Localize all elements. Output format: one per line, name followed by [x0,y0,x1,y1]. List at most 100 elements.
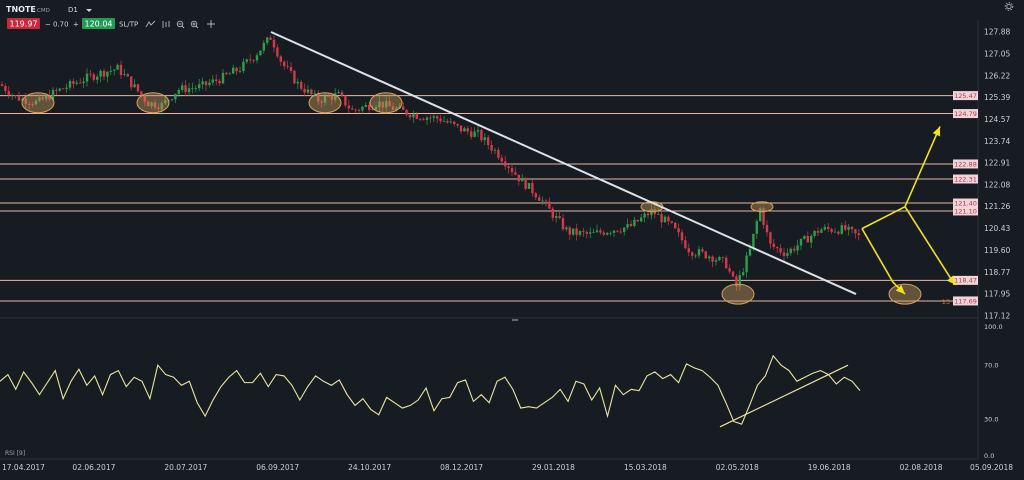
timeframe-label[interactable]: D1 [68,6,78,14]
candle-body [459,125,463,132]
candle-body [504,161,507,167]
candle-body [718,257,721,261]
candle-body [820,229,823,233]
candle-body [119,64,123,76]
candle-body [106,71,109,77]
candle-body [823,226,826,230]
candle-body [544,200,548,202]
zoom-out-icon[interactable] [176,20,185,29]
candle-body [772,243,775,248]
sltp-button[interactable]: SL/TP [119,21,138,29]
candle-body [762,208,765,225]
candle-body [446,121,449,123]
rsi-tick-label: 30.0 [984,415,998,423]
candle-body [490,144,493,151]
buy-button[interactable] [82,18,115,29]
candle-body [684,240,687,249]
candle-body [619,231,622,233]
candle-body [731,271,735,277]
candle-body [215,79,218,82]
candle-body [313,93,316,95]
time-tick-label: 05.09.2018 [970,463,1013,472]
candle-body [687,248,690,253]
candle-body [510,168,514,173]
candle-body [232,67,235,74]
price-tick-label: 122.08 [984,181,1010,190]
candle-body [578,231,582,235]
candle-body [238,70,242,72]
candle-body [725,257,728,269]
highlight-circles [21,92,922,305]
symbol-label[interactable]: TNOTE [6,5,36,14]
candle-body [58,88,61,91]
panel-resize-handle[interactable] [512,319,518,321]
candle-body [289,66,293,71]
candle-body [303,88,306,93]
candle-body [799,238,803,246]
candle-body [181,85,184,91]
candle-body [286,66,289,67]
candle-body [470,131,473,137]
spread-minus[interactable]: − [45,21,51,29]
forecast-arrows [861,126,957,295]
candle-body [850,226,854,230]
candle-body [317,93,320,102]
candle-body [827,226,830,230]
candle-body [847,226,850,230]
candle-body [82,81,85,84]
forecast-arrowhead [947,275,956,285]
time-tick-label: 29.01.2018 [532,463,575,472]
candle-body [72,81,75,84]
settings-icon[interactable] [1004,2,1014,11]
candle-body [45,95,48,100]
candle-body [41,97,44,100]
candle-body [55,89,58,91]
indicator-icon[interactable] [162,21,170,28]
candle-body [701,249,704,252]
candle-body [306,89,310,93]
crosshair-icon[interactable] [207,20,215,28]
candle-body [276,47,279,57]
candle-body [755,221,758,234]
candle-body [79,82,82,84]
candle-body [62,88,65,90]
candle-body [425,117,429,120]
candle-body [157,107,160,110]
candle-body [453,121,456,124]
sell-button[interactable] [7,18,40,29]
price-tick-label: 124.57 [984,115,1010,124]
candle-body [126,74,129,77]
candle-body [75,82,78,84]
time-tick-label: 08.12.2017 [440,463,483,472]
candle-body [164,100,167,104]
zoom-in-icon[interactable] [190,20,199,29]
candle-body [585,232,588,234]
candle-body [198,84,201,89]
spread-plus[interactable]: + [73,21,79,29]
candle-body [89,73,92,75]
candle-body [735,276,738,287]
candle-body [663,216,667,223]
candle-body [48,95,51,100]
price-tick-label: 127.05 [984,49,1010,58]
line-chart-icon[interactable] [145,20,156,28]
price-tick-label: 117.12 [984,312,1010,321]
candle-body [259,50,262,56]
candle-body [235,67,238,72]
candle-body [759,208,762,222]
chevron-down-icon[interactable] [86,9,92,12]
sell-price: 119.97 [10,20,38,29]
rsi-panel: 100.0 70.0 30.0 0.0 [0,323,1003,460]
candle-body [208,82,211,86]
candle-body [493,149,497,151]
market-label: CMD [37,8,50,14]
price-tick-label: 123.74 [984,137,1010,146]
candle-body [283,61,286,67]
spread-value: 0.70 [53,21,69,29]
candle-body [102,70,106,77]
price-tick-label: 118.77 [984,268,1010,277]
candle-body [677,228,680,233]
candle-body [708,256,711,259]
level-price-tag [953,206,978,216]
